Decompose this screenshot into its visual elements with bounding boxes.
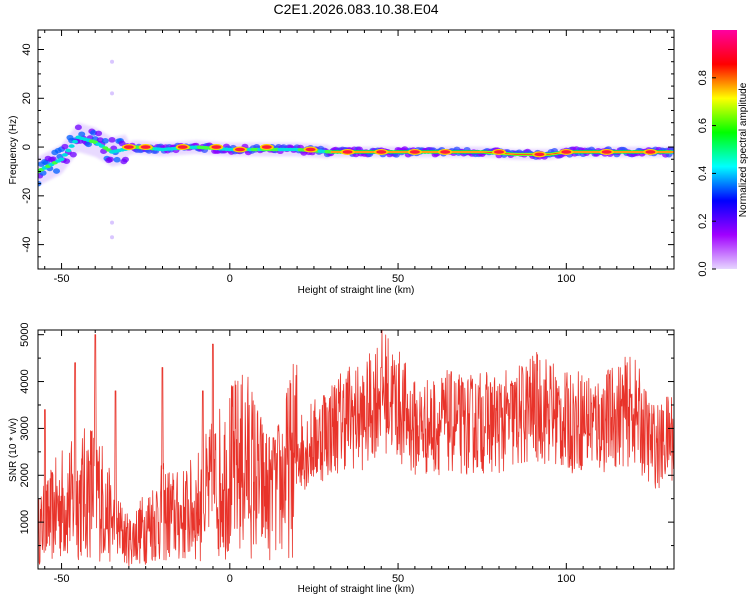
snr-line <box>38 330 674 567</box>
snr-x-ticks: -50 0 50 100 <box>44 330 668 585</box>
x-tick-label: -50 <box>54 273 70 285</box>
snr-y-ticks: 1000 2000 3000 4000 5000 <box>19 322 674 547</box>
heatmap-cell <box>39 170 47 176</box>
heatmap-hotspot <box>376 150 387 154</box>
heatmap-layer <box>38 59 674 240</box>
y-tick-label: 40 <box>21 43 33 55</box>
heatmap-cell <box>121 156 129 163</box>
heatmap-hotspot <box>601 150 612 154</box>
heatmap-cell <box>63 158 71 164</box>
figure-title: C2E1.2026.083.10.38.E04 <box>273 1 438 17</box>
snr-plot-area <box>38 330 674 567</box>
heatmap-hotspot <box>494 150 505 154</box>
heatmap-hotspot <box>140 145 151 149</box>
x-tick-label: -50 <box>54 573 70 585</box>
colorbar-ticks: 0.0 0.2 0.4 0.6 0.8 <box>697 70 716 277</box>
y-tick-label: 20 <box>21 92 33 104</box>
heatmap-cell <box>106 156 114 163</box>
heatmap-cell <box>113 156 121 163</box>
colorbar-tick-label: 0.8 <box>697 70 709 85</box>
snr-x-label: Height of straight line (km) <box>298 584 415 595</box>
heatmap-cell <box>118 140 126 147</box>
heatmap-cell <box>53 168 61 174</box>
heatmap-cell <box>108 137 116 143</box>
x-tick-label: 0 <box>227 573 233 585</box>
heatmap-hotspot <box>342 150 353 154</box>
heatmap-cell <box>49 156 57 162</box>
snr-y-label: SNR (10 * v/v) <box>8 418 19 482</box>
x-tick-label: 100 <box>557 273 575 285</box>
y-tick-label: 3000 <box>19 416 31 440</box>
x-tick-label: 50 <box>392 573 404 585</box>
colorbar-label: Normalized spectral amplitude <box>738 82 749 217</box>
heatmap-hotspot <box>177 145 188 149</box>
heatmap-outlier <box>110 59 115 64</box>
heatmap-x-ticks: -50 0 50 100 <box>44 30 668 285</box>
heatmap-hotspot <box>234 147 245 152</box>
heatmap-cell <box>95 130 103 137</box>
heatmap-y-label: Frequency (Hz) <box>8 116 19 185</box>
colorbar-tick-label: 0.0 <box>697 261 709 276</box>
heatmap-core <box>61 153 68 157</box>
y-tick-label: 4000 <box>19 369 31 393</box>
heatmap-frame <box>37 29 675 270</box>
heatmap-cell <box>84 141 92 148</box>
heatmap-hotspot <box>561 150 572 154</box>
y-tick-label: 2000 <box>19 463 31 487</box>
y-tick-label: 1000 <box>19 510 31 534</box>
heatmap-x-label: Height of straight line (km) <box>298 285 415 296</box>
colorbar-tick-label: 0.4 <box>697 166 709 181</box>
heatmap-cell <box>101 138 109 144</box>
snr-frame <box>37 329 675 570</box>
heatmap-hotspot <box>440 150 451 154</box>
y-tick-label: 0 <box>21 144 33 150</box>
heatmap-outlier <box>110 91 115 96</box>
colorbar <box>712 30 737 269</box>
heatmap-cell <box>74 124 82 131</box>
heatmap-cell <box>69 151 77 158</box>
heatmap-hotspot <box>534 152 545 157</box>
colorbar-tick-label: 0.6 <box>697 118 709 133</box>
heatmap-cell <box>61 143 69 150</box>
x-tick-label: 50 <box>392 273 404 285</box>
heatmap-hotspot <box>211 145 222 149</box>
heatmap-hotspot <box>305 147 316 152</box>
y-tick-label: -20 <box>21 188 33 204</box>
x-tick-label: 100 <box>557 573 575 585</box>
heatmap-core <box>68 144 75 148</box>
heatmap-hotspot <box>261 145 272 149</box>
heatmap-core <box>58 157 65 162</box>
heatmap-outlier <box>110 220 115 225</box>
colorbar-tick-label: 0.2 <box>697 214 709 229</box>
heatmap-outlier <box>110 235 115 240</box>
heatmap-hotspot <box>645 150 656 154</box>
heatmap-core <box>72 139 79 144</box>
heatmap-hotspot <box>123 145 134 149</box>
heatmap-y-ticks: -40 -20 0 20 40 <box>21 36 674 270</box>
y-tick-label: 5000 <box>19 322 31 346</box>
heatmap-core <box>65 148 72 153</box>
y-tick-label: -40 <box>21 237 33 253</box>
heatmap-hotspot <box>409 150 420 154</box>
x-tick-label: 0 <box>227 273 233 285</box>
